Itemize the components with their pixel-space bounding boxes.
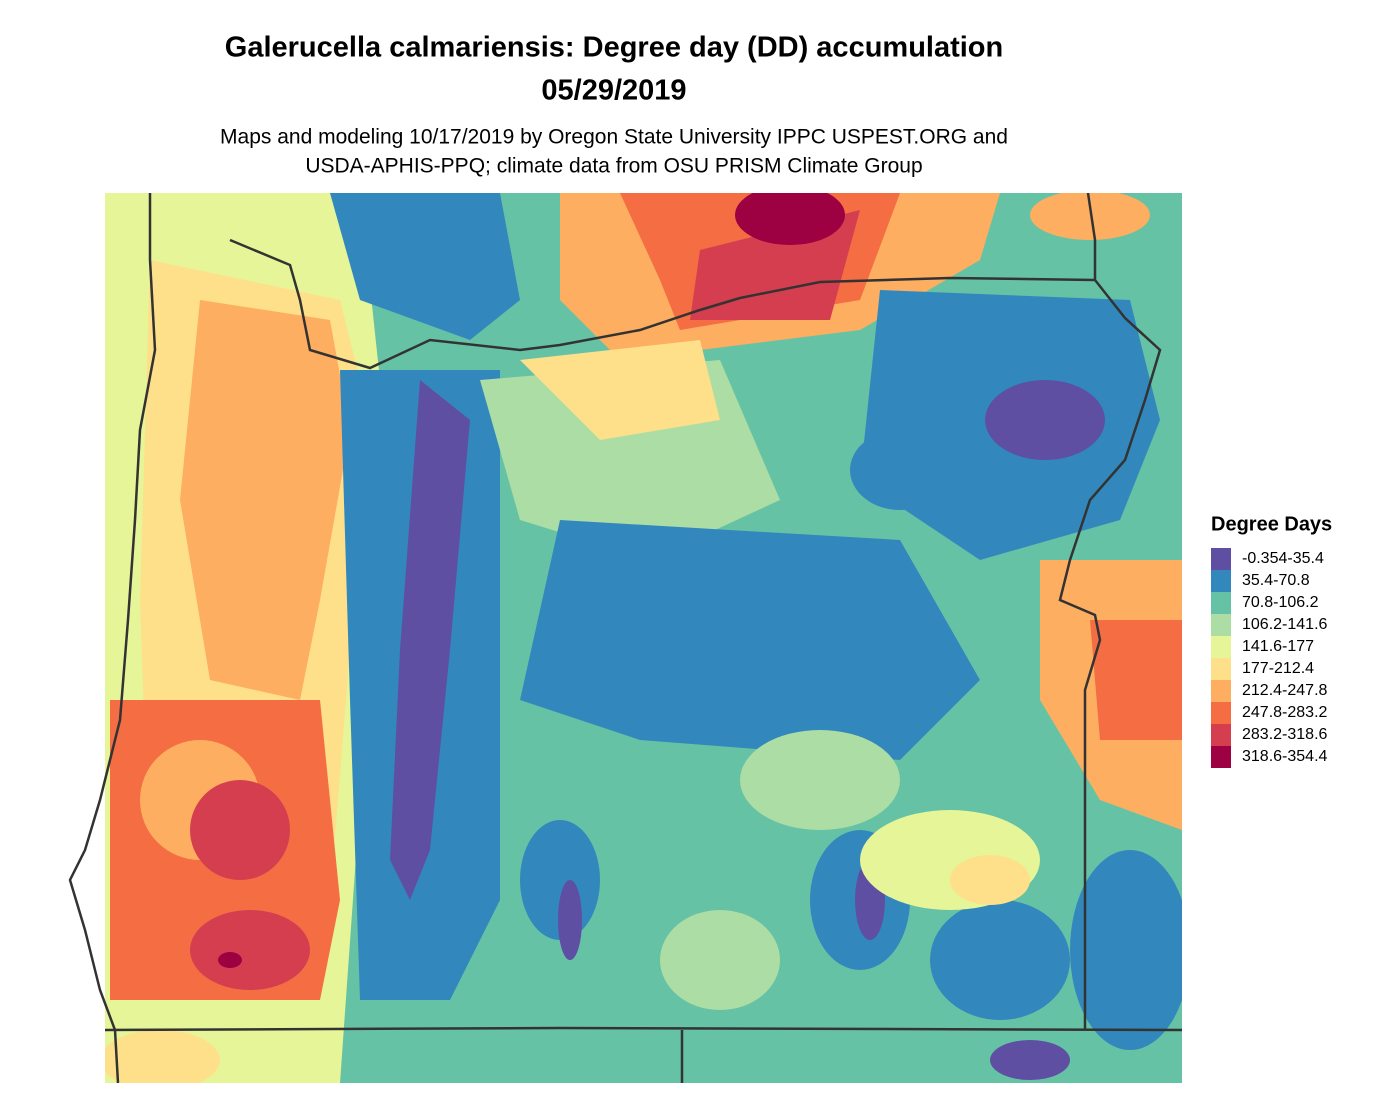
region: [950, 855, 1030, 905]
legend-label: 212.4-247.8: [1242, 682, 1328, 699]
legend-swatch: [1211, 724, 1231, 746]
region: [740, 730, 900, 830]
south-border: [104, 1026, 1183, 1032]
coast-line: [68, 193, 157, 1084]
legend-label: 283.2-318.6: [1242, 726, 1328, 743]
legend-label: -0.354-35.4: [1242, 550, 1324, 567]
region: [105, 1030, 220, 1083]
legend-label: 106.2-141.6: [1242, 616, 1328, 633]
legend-swatch: [1211, 658, 1231, 680]
legend-swatch: [1211, 570, 1231, 592]
region: [990, 1040, 1070, 1080]
legend: -0.354-35.4 35.4-70.8 70.8-106.2 106.2-141.…: [1211, 548, 1328, 768]
region: [660, 910, 780, 1010]
legend-label: 141.6-177: [1242, 638, 1314, 655]
subtitle: Maps and modeling 10/17/2019 by Oregon S…: [220, 126, 1008, 149]
region: [1090, 620, 1182, 740]
region: [1070, 850, 1182, 1050]
legend-label: 318.6-354.4: [1242, 748, 1328, 765]
region: [218, 952, 242, 968]
region: [850, 430, 950, 510]
legend-swatch: [1211, 680, 1231, 702]
region: [330, 193, 520, 340]
north-border: [229, 238, 1096, 370]
legend-swatch: [1211, 548, 1231, 570]
title: Galerucella calmariensis: Degree day (DD…: [225, 32, 1003, 64]
region: [1030, 193, 1150, 240]
legend-swatch: [1211, 702, 1231, 724]
region: [390, 380, 470, 900]
east-border: [1058, 192, 1162, 1030]
region: [558, 880, 582, 960]
region: [520, 340, 720, 440]
region: [190, 910, 310, 990]
borders: [68, 192, 1183, 1084]
legend-swatch: [1211, 592, 1231, 614]
region: [930, 900, 1070, 1020]
map-raster: [105, 193, 1182, 1083]
region: [735, 193, 845, 245]
subtitle: USDA-APHIS-PPQ; climate data from OSU PR…: [305, 155, 922, 178]
legend-swatch: [1211, 614, 1231, 636]
legend-swatch: [1211, 746, 1231, 768]
legend-swatch: [1211, 636, 1231, 658]
legend-label: 247.8-283.2: [1242, 704, 1328, 721]
region: [180, 300, 350, 700]
region: [640, 550, 880, 690]
region: [985, 380, 1105, 460]
region: [190, 780, 290, 880]
legend-title: Degree Days: [1211, 513, 1332, 535]
legend-label: 35.4-70.8: [1242, 572, 1310, 589]
legend-label: 70.8-106.2: [1242, 594, 1319, 611]
legend-label: 177-212.4: [1242, 660, 1314, 677]
date: 05/29/2019: [541, 75, 686, 107]
